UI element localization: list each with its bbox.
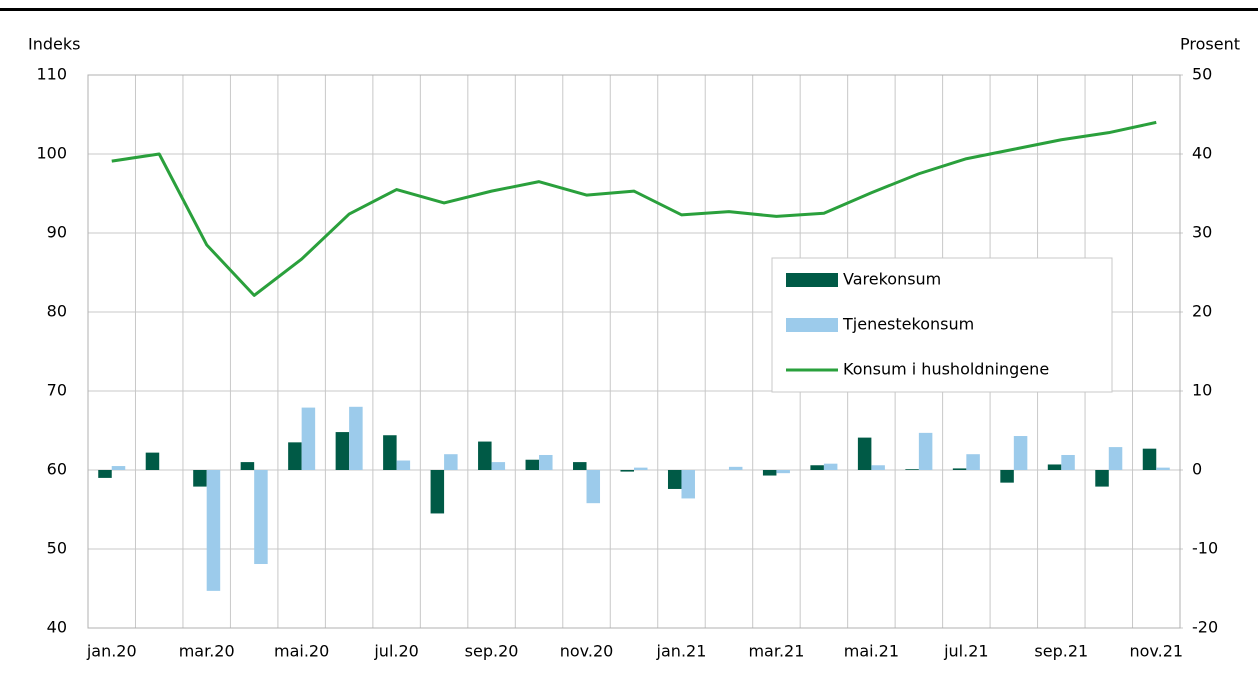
bar [810,465,824,470]
bar [573,462,587,470]
bar [918,432,933,470]
bar [1156,467,1170,470]
y2-axis-label: Prosent [1180,35,1240,54]
x-tick-label: jul.21 [943,642,988,661]
bar [681,470,695,499]
y-tick-label: 60 [47,460,67,479]
bar [1108,447,1123,470]
bar [444,454,458,470]
bar [349,406,363,470]
legend-label: Tjenestekonsum [842,315,974,334]
bar [823,463,838,470]
y-tick-label: 90 [47,223,67,242]
bar [871,465,885,470]
plot-border [87,74,1181,629]
x-tick-label: nov.21 [1129,642,1183,661]
bar [1095,470,1109,487]
x-tick-label: mar.20 [179,642,235,661]
x-tick-label: jan.21 [656,642,707,661]
bar [1142,448,1157,470]
bar [1061,454,1075,470]
y-tick-label: 50 [47,539,67,558]
x-tick-label: sep.20 [465,642,519,661]
bar [728,466,743,470]
bar [762,470,777,476]
bar [905,469,919,470]
y-tick-label: 110 [36,65,67,84]
bar [952,468,967,470]
line [111,120,1157,297]
bar [254,470,268,565]
bar [193,470,207,487]
bar [620,470,634,472]
bar [98,470,112,478]
y2-tick-label: -10 [1192,539,1218,558]
legend-label: Konsum i husholdningene [843,360,1049,379]
bar [240,462,255,470]
bar [491,462,506,470]
bar [539,454,553,470]
y2-tick-label: 30 [1192,223,1212,242]
x-tick-label: mai.21 [844,642,899,661]
y2-tick-label: 40 [1192,144,1212,163]
x-tick-label: jul.20 [373,642,418,661]
bar [396,460,411,470]
y2-tick-label: -20 [1192,618,1218,637]
bar [145,452,160,470]
bar [857,437,872,470]
bar [301,407,316,470]
y2-tick-label: 50 [1192,65,1212,84]
bar [586,470,601,504]
bar [335,432,350,470]
bar [776,470,790,474]
y-tick-label: 80 [47,302,67,321]
bar [206,470,221,591]
bar [634,467,648,470]
x-tick-label: mar.21 [748,642,804,661]
y-tick-label: 70 [47,381,67,400]
bar [1000,470,1014,483]
bar [1013,436,1028,470]
x-tick-label: jan.20 [86,642,137,661]
bar [478,441,492,470]
bar [525,459,540,470]
bar [288,442,302,470]
y2-tick-label: 20 [1192,302,1212,321]
bar [383,435,397,470]
top-rule [0,8,1258,11]
bar [966,454,980,470]
y2-tick-label: 10 [1192,381,1212,400]
y-tick-label: 40 [47,618,67,637]
x-tick-label: nov.20 [560,642,614,661]
legend-swatch [786,273,838,287]
legend-label: Varekonsum [843,270,941,289]
bar [111,466,126,470]
y-tick-label: 100 [36,144,67,163]
bar [667,470,682,489]
y2-tick-label: 0 [1192,460,1202,479]
y-axis-label: Indeks [28,35,80,54]
bar [1047,464,1062,470]
x-tick-label: mai.20 [274,642,329,661]
legend-swatch [786,318,838,332]
x-tick-label: sep.21 [1034,642,1088,661]
bar [430,470,445,514]
